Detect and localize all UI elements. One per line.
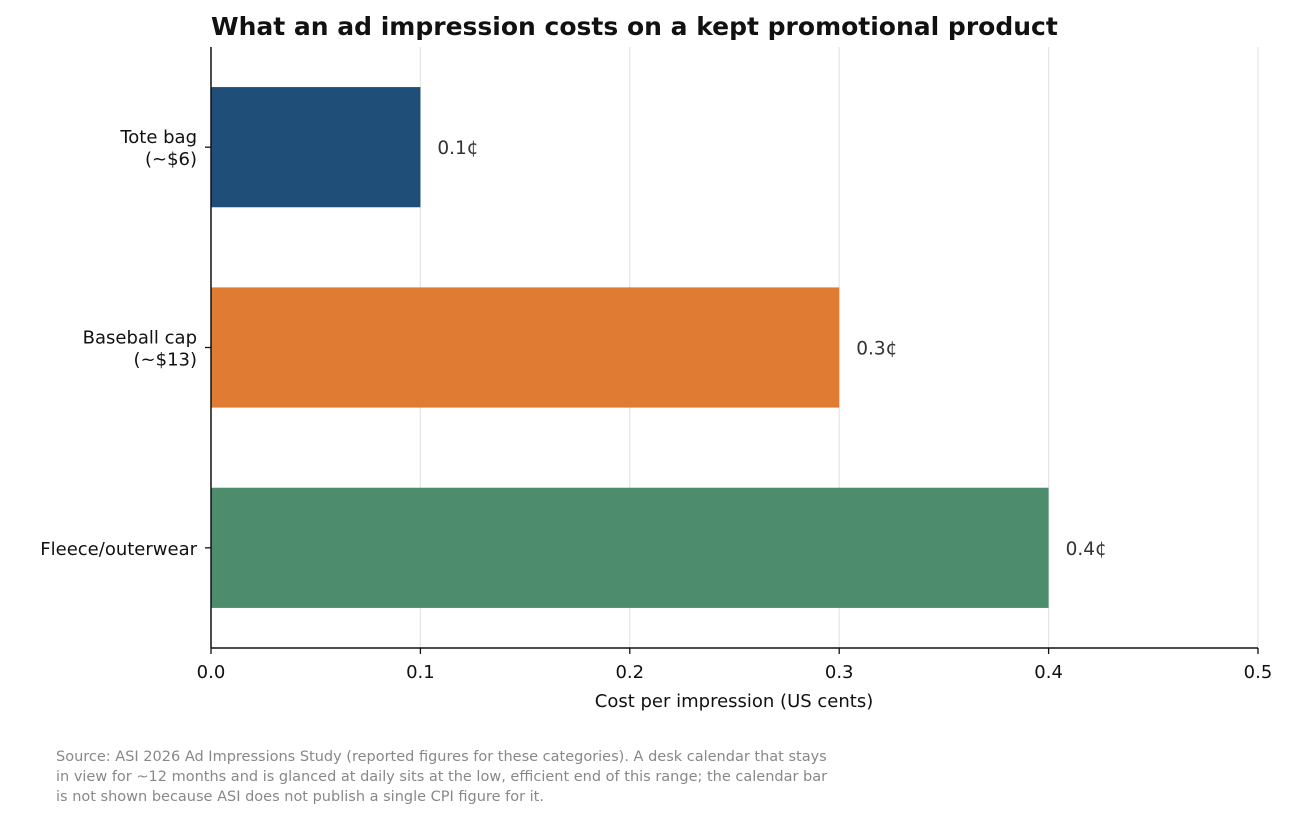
y-tick-label: Baseball cap (~$13) bbox=[83, 328, 197, 371]
bar bbox=[211, 87, 421, 208]
y-tick-label: Fleece/outerwear bbox=[40, 539, 197, 560]
bar-chart: What an ad impression costs on a kept pr… bbox=[40, 12, 1272, 712]
x-tick-label: 0.1 bbox=[406, 662, 435, 683]
y-tick-label-line: Fleece/outerwear bbox=[40, 539, 197, 560]
y-tick-label-line: (~$6) bbox=[145, 149, 197, 170]
chart-title: What an ad impression costs on a kept pr… bbox=[211, 12, 1058, 41]
data-label: 0.4¢ bbox=[1066, 539, 1107, 560]
y-tick-label-line: Baseball cap bbox=[83, 328, 197, 349]
bars: 0.1¢ 0.3¢ 0.4¢ bbox=[211, 87, 1107, 608]
bar bbox=[211, 287, 840, 408]
source-note: Source: ASI 2026 Ad Impressions Study (r… bbox=[56, 747, 956, 807]
data-label: 0.3¢ bbox=[856, 339, 897, 360]
x-tick-label: 0.3 bbox=[825, 662, 854, 683]
source-note-line: Source: ASI 2026 Ad Impressions Study (r… bbox=[56, 749, 827, 765]
source-note-line: in view for ~12 months and is glanced at… bbox=[56, 769, 828, 785]
bar bbox=[211, 487, 1049, 608]
x-tick-label: 0.2 bbox=[615, 662, 644, 683]
y-tick-label-line: (~$13) bbox=[134, 350, 197, 371]
axes: 0.0 0.1 0.2 0.3 0.4 0.5 Tote bag (~$6) Baseball … bbox=[40, 47, 1272, 683]
x-tick-label: 0.5 bbox=[1244, 662, 1273, 683]
y-tick-label-line: Tote bag bbox=[119, 127, 197, 148]
x-tick-label: 0.0 bbox=[197, 662, 226, 683]
source-note-line: is not shown because ASI does not publis… bbox=[56, 789, 544, 805]
data-label: 0.1¢ bbox=[437, 138, 478, 159]
y-tick-label: Tote bag (~$6) bbox=[119, 127, 197, 170]
x-axis-label: Cost per impression (US cents) bbox=[595, 691, 873, 712]
x-tick-label: 0.4 bbox=[1034, 662, 1063, 683]
